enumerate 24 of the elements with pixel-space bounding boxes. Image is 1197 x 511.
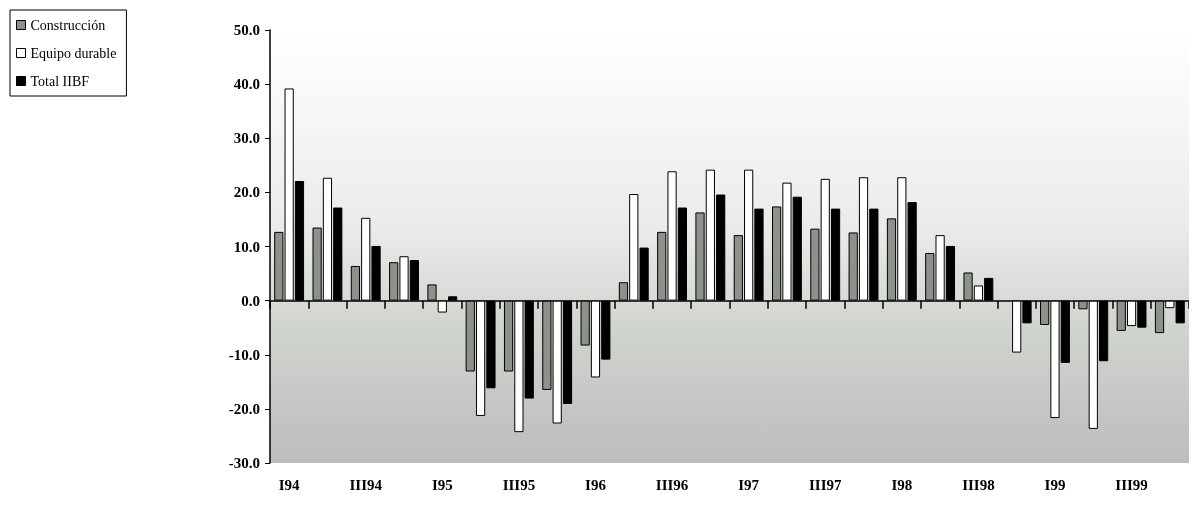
y-tick-label: 20.0 [233,184,260,201]
y-tick-label: -10.0 [228,346,260,363]
legend-label: Equipo durable [30,45,117,61]
y-tick-label: -30.0 [228,455,260,471]
x-tick-label: I99 [1044,476,1066,493]
y-tick-label: 40.0 [233,76,260,93]
x-tick-label: III94 [349,476,383,493]
x-tick-label: III99 [1115,476,1148,493]
x-tick-label: I95 [431,476,453,493]
x-tick-label: III98 [962,476,995,493]
legend-label: Total IIBF [30,73,90,89]
legend-label: Construcción [30,17,106,33]
y-tick-label: 30.0 [233,130,260,147]
x-tick-label: III95 [502,476,536,493]
y-tick-label: -20.0 [228,400,260,417]
x-tick-label: I94 [278,476,301,493]
y-tick-label: 10.0 [233,238,260,255]
x-tick-label: III97 [808,476,842,493]
y-tick-label: 0.0 [241,292,260,309]
x-tick-label: I96 [585,476,607,493]
x-tick-label: I97 [738,476,760,493]
x-tick-label: I98 [891,476,913,493]
y-tick-label: 50.0 [233,22,260,38]
x-tick-label: III96 [655,476,689,493]
